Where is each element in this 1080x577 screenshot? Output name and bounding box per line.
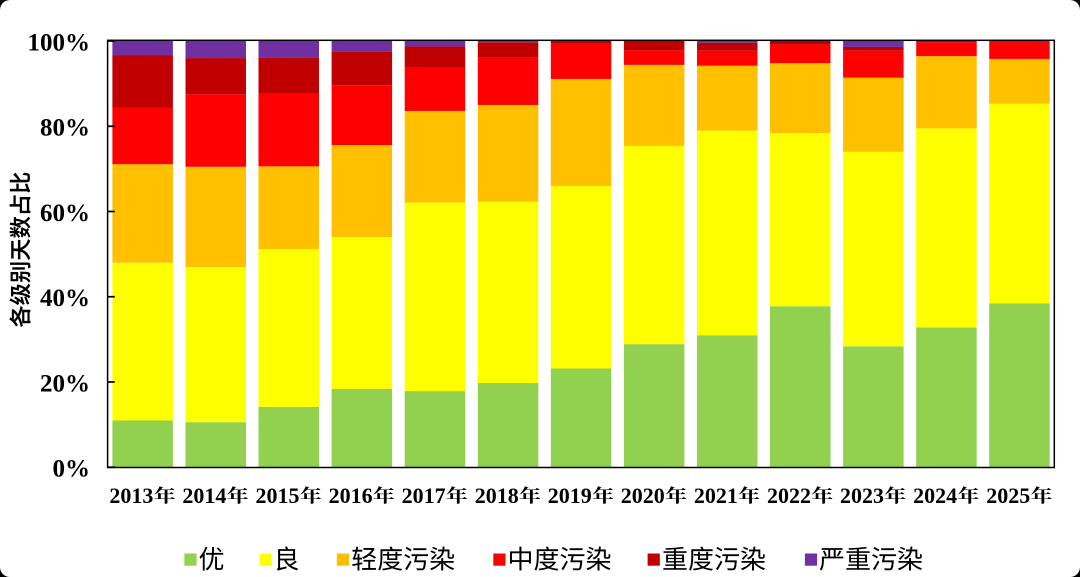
svg-text:2023: 2023 — [840, 483, 884, 508]
svg-text:2024: 2024 — [913, 483, 957, 508]
svg-text:2017: 2017 — [402, 483, 446, 508]
svg-text:2021: 2021 — [694, 483, 738, 508]
svg-text:40%: 40% — [40, 285, 90, 312]
svg-text:2016: 2016 — [329, 483, 373, 508]
svg-text:0%: 0% — [53, 456, 91, 483]
svg-text:80%: 80% — [40, 115, 90, 142]
svg-text:2020: 2020 — [621, 483, 665, 508]
svg-text:20%: 20% — [40, 370, 90, 397]
svg-text:2022: 2022 — [767, 483, 811, 508]
svg-text:2025: 2025 — [986, 483, 1030, 508]
svg-text:60%: 60% — [40, 200, 90, 227]
svg-text:100%: 100% — [28, 29, 91, 56]
svg-text:2013: 2013 — [109, 483, 153, 508]
svg-text:2015: 2015 — [256, 483, 300, 508]
svg-text:2018: 2018 — [475, 483, 519, 508]
svg-text:2014: 2014 — [182, 483, 226, 508]
svg-text:2019: 2019 — [548, 483, 592, 508]
